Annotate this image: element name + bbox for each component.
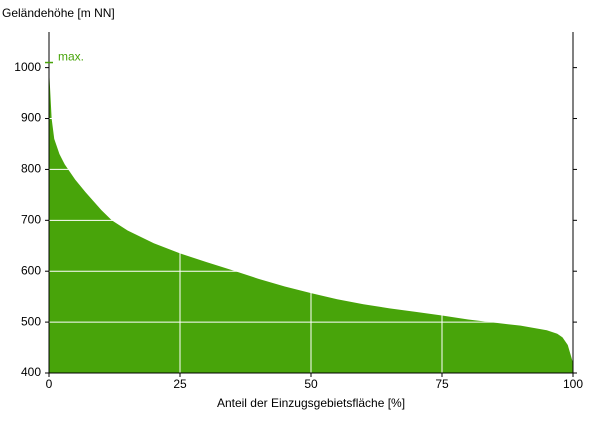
y-tick-label: 1000 (14, 60, 41, 74)
y-tick-label: 600 (21, 263, 41, 277)
x-tick-label: 25 (173, 377, 187, 391)
x-tick-label: 50 (304, 377, 318, 391)
max-label: max. (58, 50, 84, 64)
x-tick-label: 0 (46, 377, 53, 391)
y-tick-label: 900 (21, 111, 41, 125)
x-axis-label: Anteil der Einzugsgebietsfläche [%] (217, 396, 405, 410)
y-tick-label: 700 (21, 212, 41, 226)
y-tick-label: 400 (21, 365, 41, 379)
y-axis-label: Geländehöhe [m NN] (2, 6, 115, 20)
y-tick-label: 800 (21, 162, 41, 176)
y-tick-label: 500 (21, 314, 41, 328)
x-tick-label: 100 (563, 377, 583, 391)
x-tick-label: 75 (435, 377, 449, 391)
